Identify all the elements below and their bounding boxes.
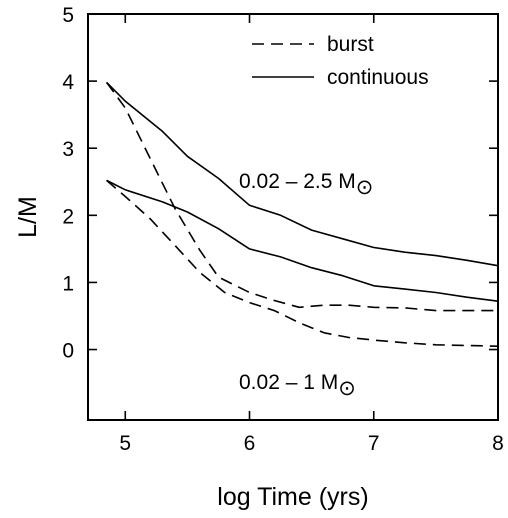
legend-label-burst: burst	[327, 33, 374, 56]
y-tick-label: 1	[62, 272, 74, 295]
x-tick-label: 5	[119, 432, 131, 455]
burst-series-line-3	[106, 179, 499, 347]
sun-symbol-icon: ⊙	[338, 377, 356, 400]
annotation-upper-text: 0.02 – 2.5 M	[239, 170, 356, 193]
annotations: 0.02 – 2.5 M⊙ 0.02 – 1 M⊙	[239, 170, 373, 400]
legend-label-continuous: continuous	[327, 66, 429, 89]
continuous-series-line-0	[106, 81, 499, 267]
axis-ticks: 5 6 7 8 0 1 2 3 4 5	[62, 4, 504, 455]
annotation-upper-mass-range: 0.02 – 2.5 M⊙	[239, 170, 373, 199]
y-tick-label: 4	[62, 71, 74, 94]
y-tick-label: 5	[62, 4, 74, 27]
series-layer	[105, 81, 499, 347]
annotation-lower-text: 0.02 – 1 M	[239, 371, 338, 394]
x-axis-title: log Time (yrs)	[217, 483, 368, 511]
legend: burst continuous	[252, 33, 429, 89]
y-tick-label: 0	[62, 340, 74, 363]
continuous-series-line-1	[106, 179, 499, 302]
annotation-lower-mass-range: 0.02 – 1 M⊙	[239, 371, 356, 400]
y-tick-label: 2	[62, 205, 74, 228]
sun-symbol-icon: ⊙	[356, 176, 374, 199]
y-axis-title: L/M	[14, 196, 42, 238]
plot-frame	[87, 13, 499, 421]
x-tick-label: 6	[244, 432, 256, 455]
burst-series-line-2	[105, 81, 498, 312]
y-tick-label: 3	[62, 138, 74, 161]
x-tick-label: 7	[368, 432, 380, 455]
x-tick-label: 8	[492, 432, 504, 455]
